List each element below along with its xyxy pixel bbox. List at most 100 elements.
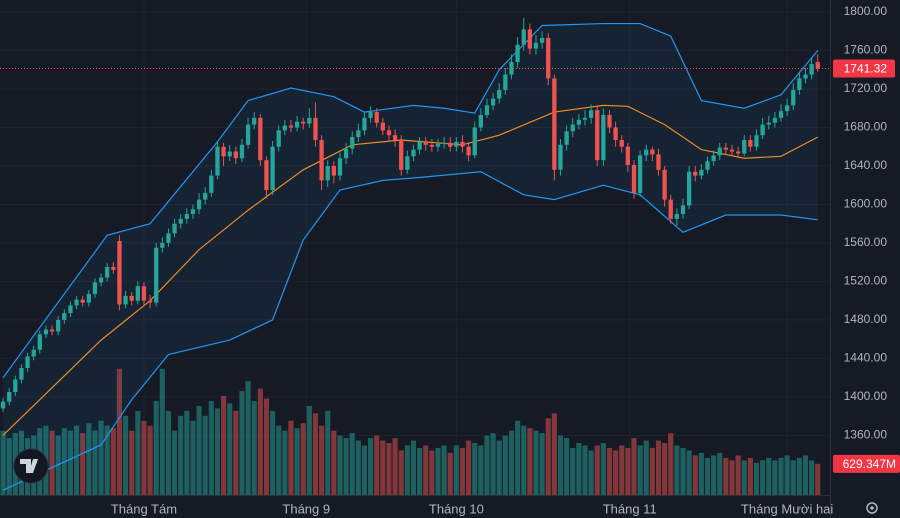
candle-body xyxy=(111,266,116,270)
candle-body xyxy=(797,78,802,90)
candle-body xyxy=(558,144,563,170)
candle-body xyxy=(748,139,753,147)
candle-body xyxy=(362,117,367,131)
candle-body xyxy=(711,155,716,162)
volume-bar xyxy=(809,460,815,495)
candle-body xyxy=(539,38,545,43)
volume-bar xyxy=(760,460,766,495)
candle-body xyxy=(564,131,569,145)
x-tick-label: Tháng 9 xyxy=(282,501,330,516)
volume-bar xyxy=(92,430,98,495)
volume-bar xyxy=(135,410,141,495)
volume-bar xyxy=(337,435,343,495)
volume-bar xyxy=(515,420,521,495)
volume-bar xyxy=(159,368,165,495)
candle-body xyxy=(570,124,575,132)
volume-bar xyxy=(288,420,294,495)
y-tick-label: 1480.00 xyxy=(844,312,888,326)
candle-body xyxy=(325,165,330,181)
candle-body xyxy=(686,171,692,206)
candle-body xyxy=(337,158,343,176)
candle-body xyxy=(637,155,643,193)
candle-body xyxy=(264,160,269,191)
candle-body xyxy=(423,141,428,145)
candle-body xyxy=(178,218,183,224)
volume-bar xyxy=(184,410,190,495)
last-price-box xyxy=(833,59,895,78)
volume-bar xyxy=(490,433,496,495)
candle-body xyxy=(705,161,710,170)
candle-body xyxy=(809,63,814,75)
candle-body xyxy=(460,141,465,147)
candle-body xyxy=(613,127,618,140)
y-tick-label: 1400.00 xyxy=(844,389,888,403)
candle-body xyxy=(233,151,238,159)
tradingview-logo[interactable] xyxy=(13,448,49,484)
candle-body xyxy=(252,117,257,125)
volume-bar xyxy=(429,450,435,495)
volume-bar xyxy=(116,368,123,495)
candle-body xyxy=(196,199,202,210)
candle-body xyxy=(86,293,91,303)
volume-bar xyxy=(349,433,355,495)
y-tick-label: 1600.00 xyxy=(844,197,888,211)
candle-body xyxy=(680,205,686,215)
y-tick-label: 1800.00 xyxy=(844,4,888,18)
volume-bar xyxy=(680,447,686,495)
candle-body xyxy=(497,89,502,99)
volume-bar xyxy=(686,450,692,495)
candle-body xyxy=(546,38,551,79)
volume-bar xyxy=(153,400,159,495)
volume-bar xyxy=(380,440,386,495)
candle-body xyxy=(484,105,490,115)
y-tick-label: 1560.00 xyxy=(844,235,888,249)
volume-bar xyxy=(73,425,80,495)
volume-bar xyxy=(600,443,606,495)
candle-body xyxy=(490,98,496,106)
candle-body xyxy=(656,154,661,170)
candle-body xyxy=(729,149,735,152)
candle-body xyxy=(221,146,226,157)
candle-body xyxy=(331,165,336,176)
gear-center xyxy=(870,506,874,510)
volume-bar xyxy=(98,420,104,495)
volume-bar xyxy=(172,430,178,495)
candle-body xyxy=(49,329,55,332)
candle-body xyxy=(778,111,784,118)
volume-bar xyxy=(368,438,374,495)
volume-bar xyxy=(668,433,674,495)
candle-body xyxy=(74,299,79,306)
volume-bar xyxy=(227,403,233,495)
settings-icon[interactable] xyxy=(866,502,878,514)
volume-bar xyxy=(570,447,576,495)
volume-bar xyxy=(753,462,760,495)
candle-body xyxy=(227,151,232,157)
volume-bar xyxy=(723,457,729,495)
candle-body xyxy=(56,319,61,332)
volume-bar xyxy=(417,447,423,495)
candle-body xyxy=(282,125,287,131)
candle-body xyxy=(288,125,294,128)
volume-bar xyxy=(496,440,502,495)
candle-body xyxy=(319,139,324,181)
candle-body xyxy=(625,146,631,165)
candle-body xyxy=(313,117,318,140)
candle-body xyxy=(209,175,214,193)
volume-bar xyxy=(766,457,772,495)
volume-bar xyxy=(104,425,110,495)
volume-bar xyxy=(582,445,588,495)
candle-body xyxy=(184,214,189,219)
candle-body xyxy=(631,165,637,193)
volume-bar xyxy=(576,443,582,495)
volume-bar xyxy=(196,405,202,495)
candle-body xyxy=(258,117,263,161)
candle-body xyxy=(123,295,128,305)
candle-body xyxy=(411,149,416,157)
volume-bar xyxy=(129,430,135,495)
candle-body xyxy=(368,112,373,118)
volume-bar xyxy=(441,445,447,495)
x-tick-label: Tháng Tám xyxy=(111,501,177,516)
volume-bar xyxy=(521,425,527,495)
